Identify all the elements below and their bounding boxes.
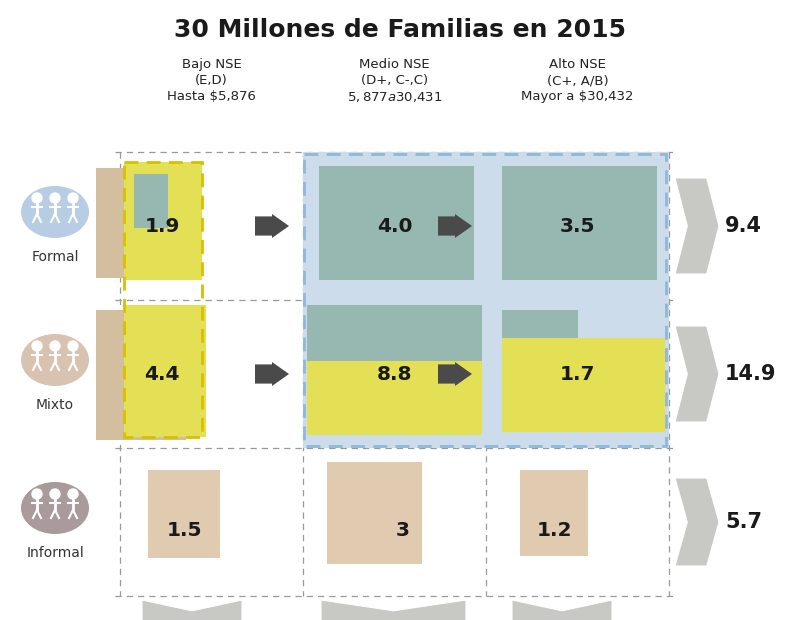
Polygon shape [438,214,472,238]
Text: Alto NSE: Alto NSE [549,58,606,71]
Text: 4.4: 4.4 [144,365,180,384]
Text: 4.0: 4.0 [377,216,412,236]
Bar [124,162,202,437]
Text: Mayor a $30,432: Mayor a $30,432 [522,90,634,103]
Polygon shape [675,478,719,566]
Ellipse shape [21,482,89,534]
Circle shape [50,193,60,203]
Bar [304,154,666,446]
Polygon shape [512,600,612,620]
Ellipse shape [21,334,89,386]
Text: 8.8: 8.8 [377,365,412,384]
Text: 1.2: 1.2 [536,521,572,539]
Bar [502,166,657,280]
Circle shape [32,193,42,203]
Text: 1.5: 1.5 [166,521,202,539]
Bar [502,338,665,432]
Circle shape [32,489,42,499]
Polygon shape [321,600,466,620]
Bar [124,305,206,437]
Text: 1.7: 1.7 [560,365,595,384]
Circle shape [50,341,60,351]
Polygon shape [675,178,719,274]
Bar [502,310,578,360]
Text: 3.5: 3.5 [560,216,595,236]
Bar [96,168,178,278]
Ellipse shape [21,186,89,238]
Bar [307,305,482,435]
Text: 14.9: 14.9 [725,364,777,384]
Bar [124,162,202,280]
Bar [319,166,474,280]
Text: Hasta $5,876: Hasta $5,876 [167,90,256,103]
Text: Mixto: Mixto [36,398,74,412]
Text: 1.9: 1.9 [144,216,180,236]
Text: Informal: Informal [26,546,84,560]
Bar [307,305,482,361]
Polygon shape [255,362,289,386]
Bar [96,310,186,440]
Bar [327,462,422,564]
Circle shape [50,489,60,499]
Bar [134,174,168,228]
Text: 30 Millones de Familias en 2015: 30 Millones de Familias en 2015 [174,18,626,42]
Polygon shape [675,326,719,422]
Text: Bajo NSE: Bajo NSE [182,58,242,71]
Bar [303,152,669,300]
Text: Formal: Formal [31,250,78,264]
Text: (D+, C-,C): (D+, C-,C) [361,74,428,87]
Text: (E,D): (E,D) [195,74,228,87]
Circle shape [68,193,78,203]
Text: $5,877 a $30,431: $5,877 a $30,431 [346,90,442,104]
Polygon shape [255,214,289,238]
Circle shape [32,341,42,351]
Text: (C+, A/B): (C+, A/B) [546,74,608,87]
Circle shape [68,489,78,499]
Text: 9.4: 9.4 [725,216,762,236]
Polygon shape [142,600,242,620]
Text: Medio NSE: Medio NSE [359,58,430,71]
Bar [520,470,588,556]
Text: 3: 3 [395,521,410,539]
Polygon shape [438,362,472,386]
Bar [303,300,669,448]
Bar [148,470,220,558]
Circle shape [68,341,78,351]
Text: 5.7: 5.7 [725,512,762,532]
